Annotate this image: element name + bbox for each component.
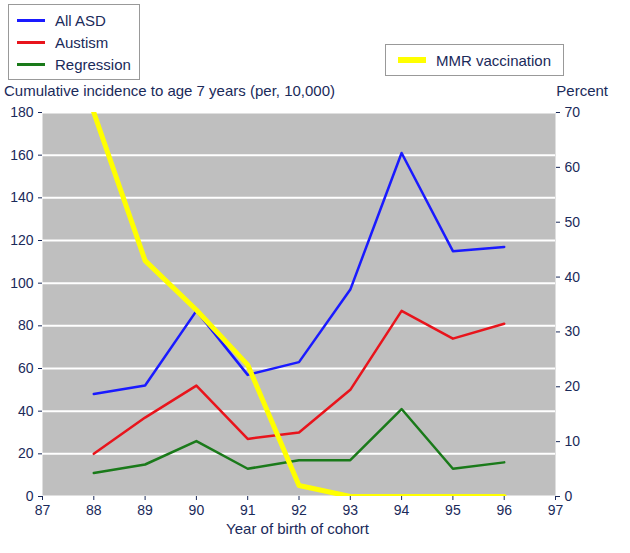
svg-text:50: 50 <box>565 214 581 230</box>
svg-text:91: 91 <box>240 502 256 518</box>
html-text:MMR vaccination: MMR vaccination <box>436 51 551 69</box>
svg-text:80: 80 <box>18 317 34 333</box>
svg-text:87: 87 <box>35 502 51 518</box>
svg-text:94: 94 <box>394 502 410 518</box>
svg-text:30: 30 <box>565 323 581 339</box>
html-text:All ASD: All ASD <box>55 11 106 29</box>
html-text:Regression: Regression <box>55 55 131 73</box>
svg-text:89: 89 <box>137 502 153 518</box>
svg-text:140: 140 <box>10 189 34 205</box>
svg-text:180: 180 <box>10 104 34 120</box>
svg-text:40: 40 <box>565 269 581 285</box>
svg-text:0: 0 <box>26 488 34 504</box>
svg-text:90: 90 <box>189 502 205 518</box>
html-text:Austism: Austism <box>55 33 109 51</box>
svg-text:92: 92 <box>291 502 307 518</box>
html-text:Percent: Percent <box>556 82 608 99</box>
html-text:Year of birth of cohort: Year of birth of cohort <box>226 520 369 537</box>
html-text:Cumulative incidence to age 7: Cumulative incidence to age 7 years (per… <box>4 82 335 99</box>
svg-text:100: 100 <box>10 275 34 291</box>
svg-text:97: 97 <box>548 502 564 518</box>
svg-text:60: 60 <box>565 159 581 175</box>
svg-text:120: 120 <box>10 232 34 248</box>
svg-text:95: 95 <box>445 502 461 518</box>
svg-text:88: 88 <box>86 502 102 518</box>
svg-text:93: 93 <box>343 502 359 518</box>
svg-text:60: 60 <box>18 360 34 376</box>
svg-text:20: 20 <box>18 445 34 461</box>
svg-text:160: 160 <box>10 147 34 163</box>
svg-text:96: 96 <box>496 502 512 518</box>
svg-text:0: 0 <box>565 488 573 504</box>
svg-text:20: 20 <box>565 378 581 394</box>
svg-text:40: 40 <box>18 403 34 419</box>
svg-text:70: 70 <box>565 104 581 120</box>
svg-text:10: 10 <box>565 433 581 449</box>
